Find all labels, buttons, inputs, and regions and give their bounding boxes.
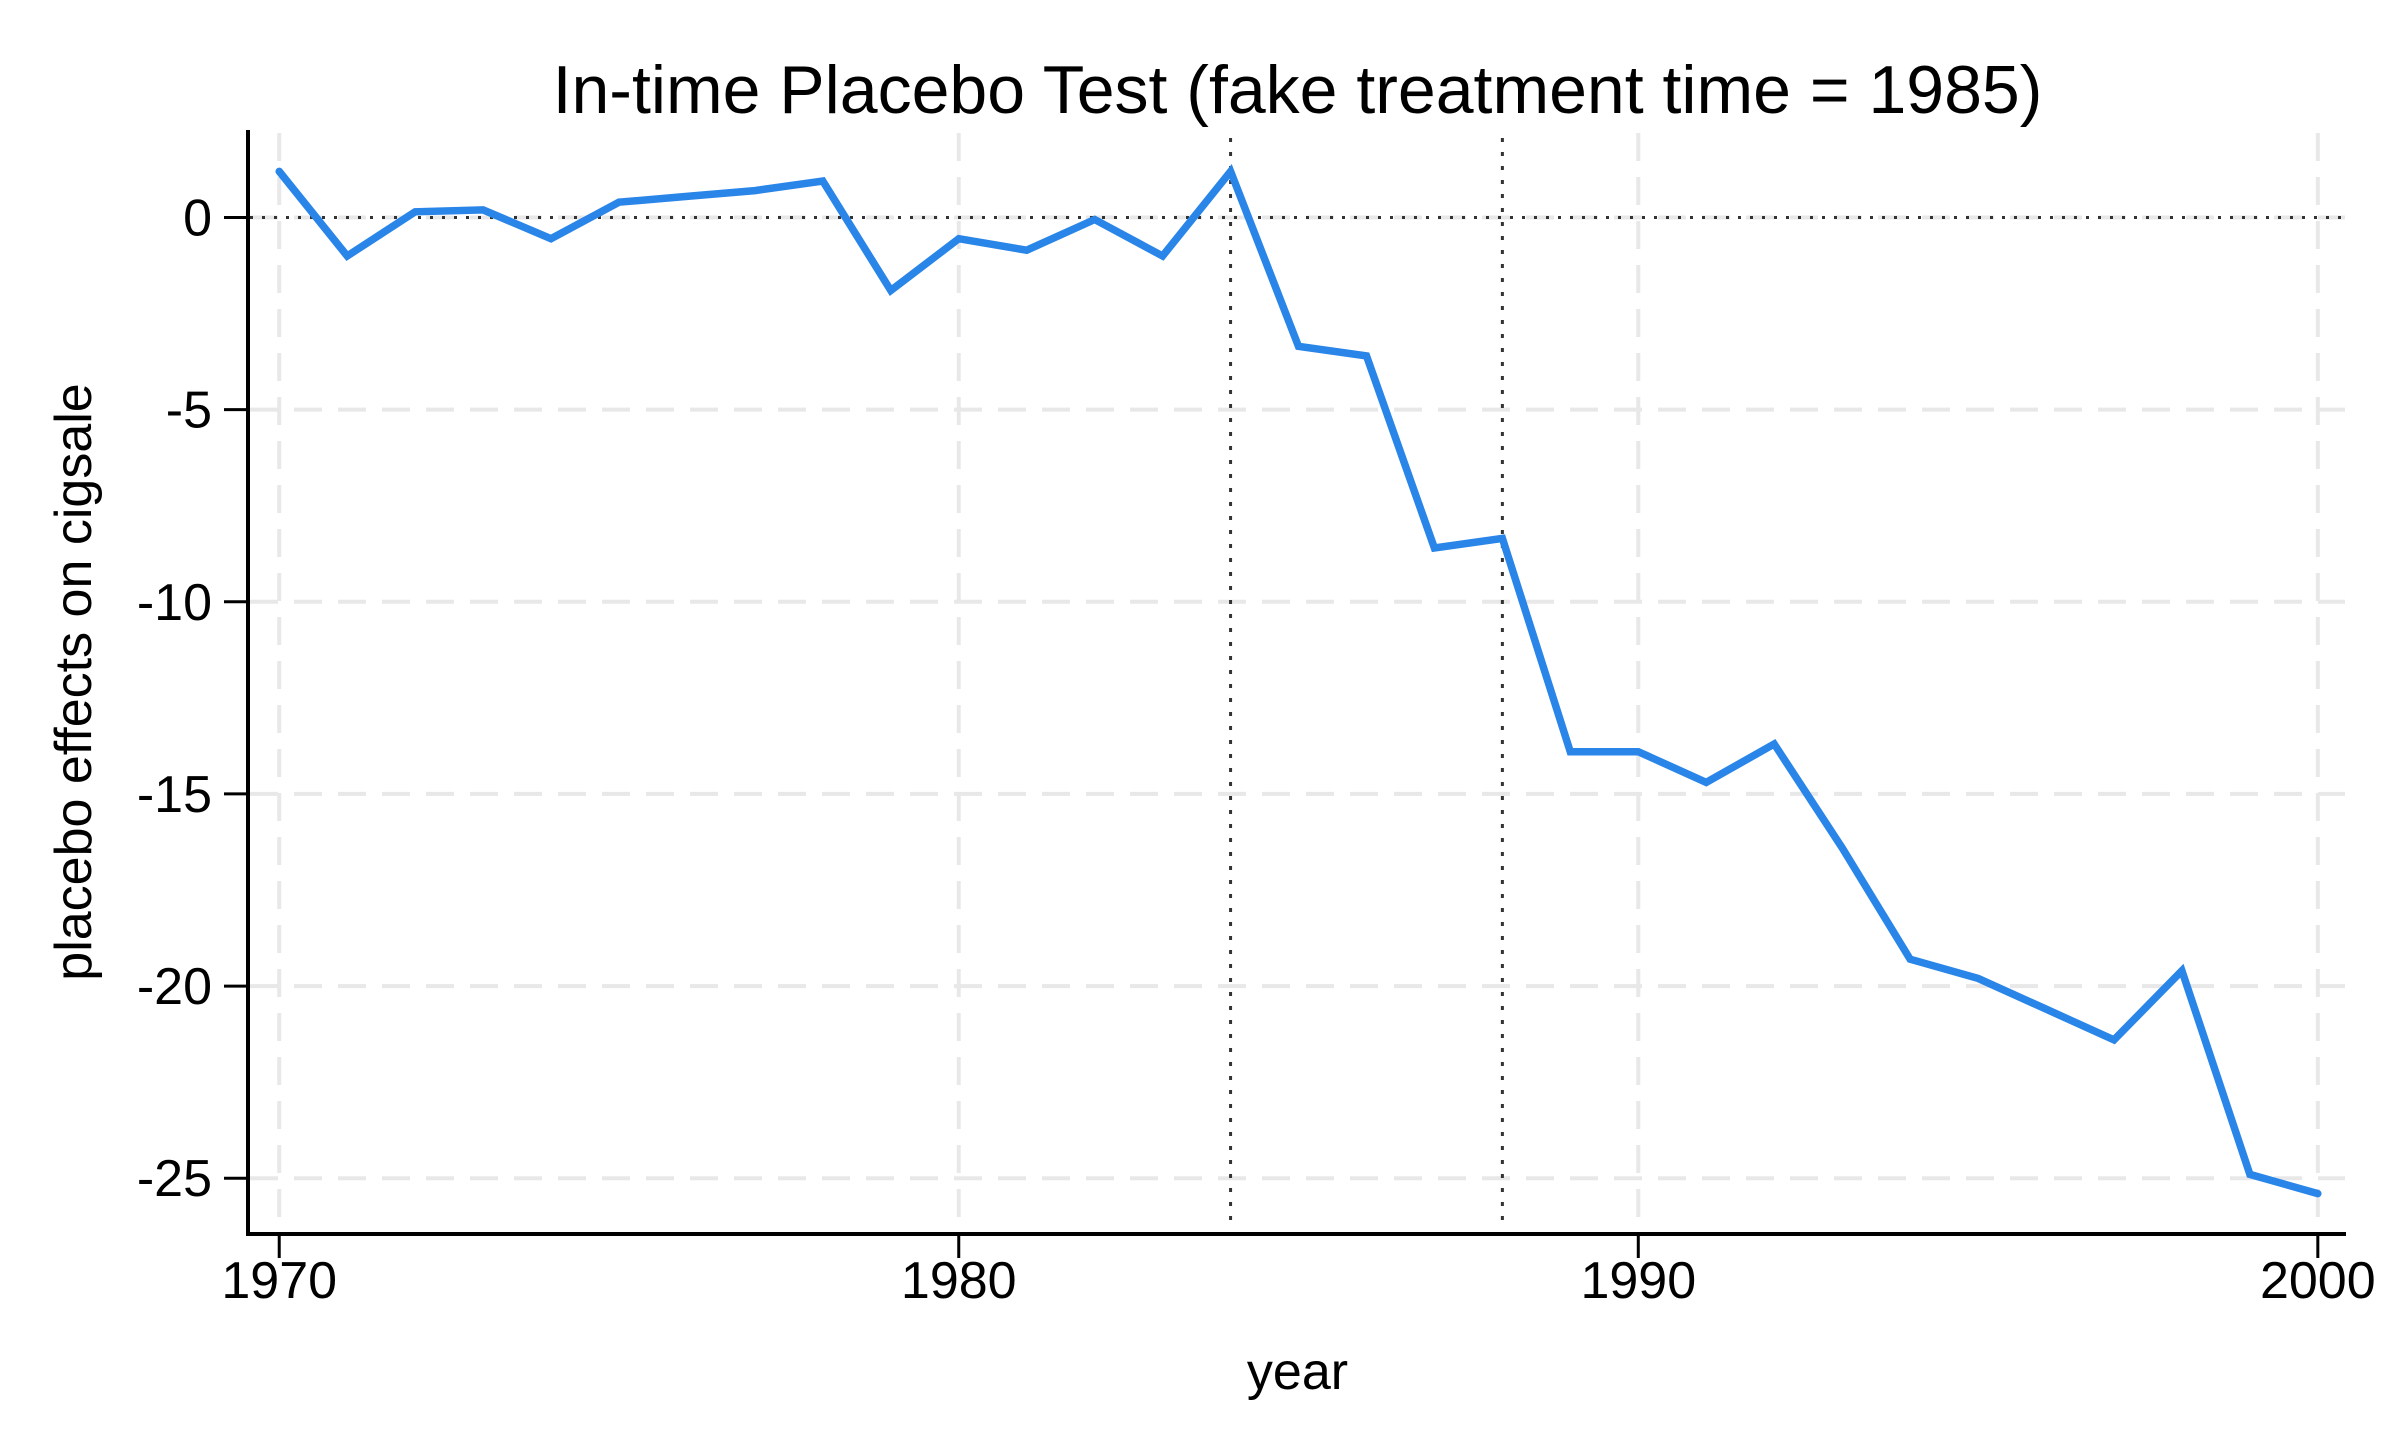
y-tick-label: -10 bbox=[137, 574, 212, 632]
x-tick-label: 1970 bbox=[221, 1252, 337, 1310]
y-tick-label: 0 bbox=[183, 190, 212, 248]
chart-title: In-time Placebo Test (fake treatment tim… bbox=[552, 52, 2043, 128]
x-tick-label: 1990 bbox=[1580, 1252, 1696, 1310]
x-tick-label: 1980 bbox=[901, 1252, 1017, 1310]
series-line bbox=[275, 163, 2322, 1198]
x-axis-label: year bbox=[1246, 1343, 1349, 1401]
y-tick-label: -15 bbox=[137, 766, 212, 824]
x-tick-label: 2000 bbox=[2260, 1252, 2376, 1310]
y-tick-label: -25 bbox=[137, 1150, 212, 1208]
y-tick-label: -5 bbox=[166, 382, 212, 440]
y-tick-label: -20 bbox=[137, 958, 212, 1016]
